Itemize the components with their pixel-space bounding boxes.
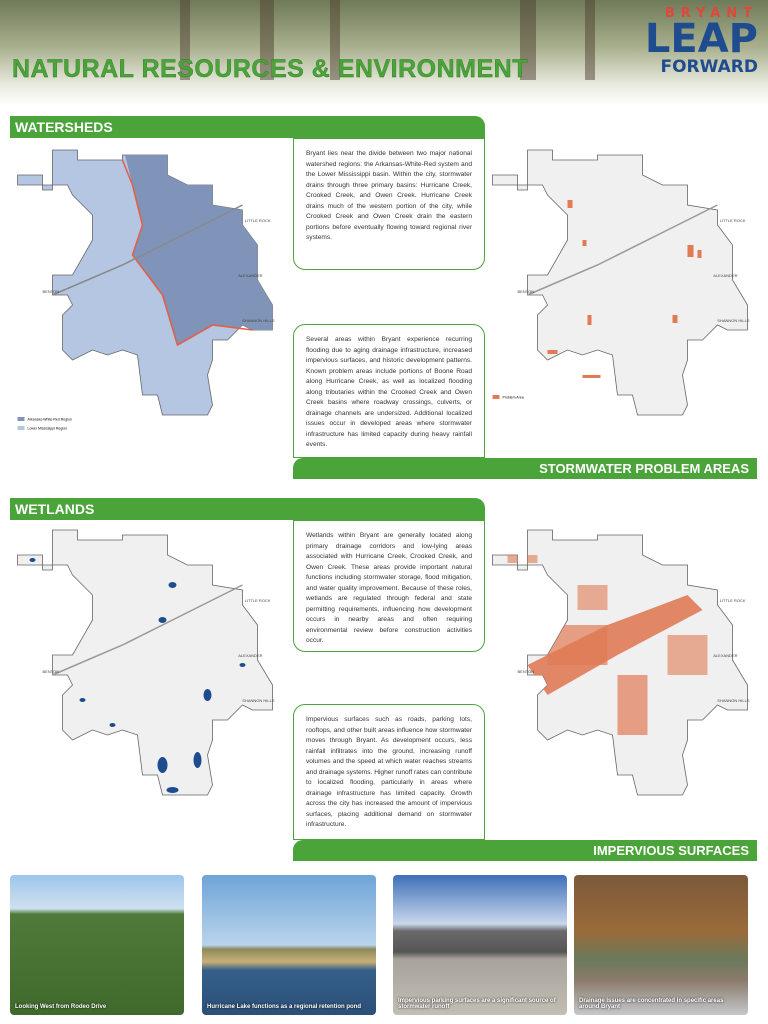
- photo: Drainage issues are concentrated in spec…: [574, 875, 748, 1015]
- problem-areas: [547, 200, 702, 378]
- map-label: LITTLE ROCK: [245, 218, 271, 223]
- city-outline: [17, 529, 273, 796]
- problem-area-map: Problem Area BENTON LITTLE ROCK ALEXANDER S…: [492, 149, 750, 416]
- map-label: ALEXANDER: [238, 653, 262, 658]
- text-box: Bryant lies near the divide between two …: [293, 138, 485, 270]
- logo: BRYANT LEAP FORWARD: [623, 6, 758, 77]
- map-label: LITTLE ROCK: [245, 598, 271, 603]
- legend-swatch: [492, 395, 500, 399]
- section-title: WATERSHEDS: [10, 116, 485, 138]
- photo: Impervious parking surfaces are a signif…: [393, 875, 567, 1015]
- tree: [520, 0, 536, 80]
- map-label: SHANNON HILLS: [242, 318, 275, 323]
- photo-caption: Looking West from Rodeo Drive: [15, 1004, 107, 1010]
- photo-caption: Hurricane Lake functions as a regional r…: [207, 1004, 362, 1010]
- map-label: ALEXANDER: [713, 273, 737, 278]
- text-box: Several areas within Bryant experience r…: [293, 324, 485, 458]
- tree: [330, 0, 340, 80]
- divide-line: [121, 159, 253, 347]
- photo-caption: Drainage issues are concentrated in spec…: [579, 998, 724, 1010]
- map-label: LITTLE ROCK: [720, 598, 746, 603]
- photo: Hurricane Lake functions as a regional r…: [202, 875, 376, 1015]
- header-image: [0, 0, 768, 105]
- tree: [260, 0, 274, 80]
- map-label: BENTON: [518, 669, 535, 674]
- impervious-map: BENTON LITTLE ROCK ALEXANDER SHANNON HILLS: [492, 529, 750, 796]
- logo-main: LEAP: [644, 16, 758, 62]
- legend-swatch: [17, 426, 25, 430]
- map-label: LITTLE ROCK: [720, 218, 746, 223]
- section-subtitle: IMPERVIOUS SURFACES: [293, 840, 757, 861]
- tree: [180, 0, 190, 80]
- highway: [52, 584, 243, 676]
- map-label: ALEXANDER: [713, 653, 737, 658]
- map-label: SHANNON HILLS: [717, 318, 750, 323]
- photo: Looking West from Rodeo Drive: [10, 875, 184, 1015]
- page-title: NATURAL RESOURCES & ENVIRONMENT: [12, 55, 528, 83]
- photo-caption: Impervious parking surfaces are a signif…: [398, 998, 556, 1010]
- map-label: BENTON: [518, 289, 535, 294]
- impervious-areas: [507, 555, 708, 735]
- highway: [52, 204, 243, 296]
- wetlands: [29, 558, 246, 793]
- legend-label: Arkansas-White-Red Region: [28, 418, 72, 422]
- watershed-map: Arkansas-White-Red Region Lower Mississi…: [17, 149, 275, 431]
- legend-swatch: [17, 417, 25, 421]
- map-label: SHANNON HILLS: [717, 698, 750, 703]
- section-title: WETLANDS: [10, 498, 485, 520]
- legend-label: Lower Mississippi Region: [28, 427, 68, 431]
- logo-top: BRYANT: [664, 6, 758, 21]
- city-outline: [492, 529, 748, 796]
- map-label: BENTON: [43, 289, 60, 294]
- text-box: Impervious surfaces such as roads, parki…: [293, 704, 485, 840]
- legend-label: Problem Area: [503, 396, 524, 400]
- text-box: Wetlands within Bryant are generally loc…: [293, 520, 485, 652]
- city-outline: [492, 149, 748, 416]
- map-label: ALEXANDER: [238, 273, 262, 278]
- map-label: SHANNON HILLS: [242, 698, 275, 703]
- section-subtitle: STORMWATER PROBLEM AREAS: [293, 458, 757, 479]
- wetlands-map: BENTON LITTLE ROCK ALEXANDER SHANNON HILLS: [17, 529, 275, 796]
- logo-sub: FORWARD: [660, 57, 758, 77]
- tree: [585, 0, 595, 80]
- highway: [527, 204, 718, 296]
- map-label: BENTON: [43, 669, 60, 674]
